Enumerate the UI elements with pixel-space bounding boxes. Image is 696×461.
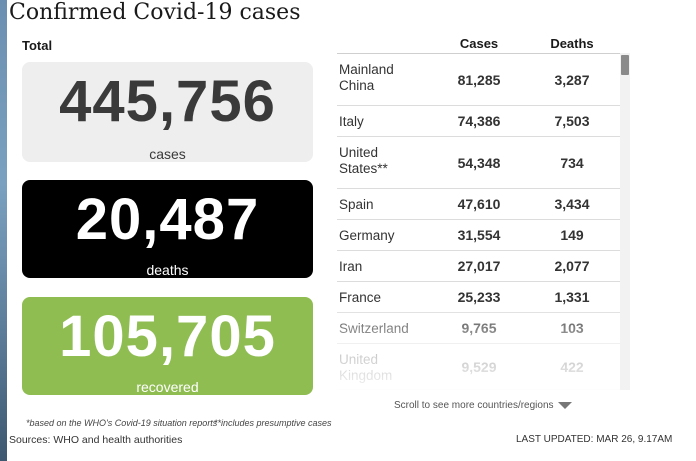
row-cases: 27,017 (457, 258, 501, 274)
row-cases: 81,285 (457, 71, 501, 88)
table-row: France 25,233 1,331 (337, 282, 620, 313)
row-deaths: 3,287 (554, 71, 590, 88)
sources-text: Sources: WHO and health authorities (9, 434, 183, 446)
table-header: Cases Deaths (337, 36, 620, 54)
deaths-total-label: deaths (146, 262, 189, 278)
table-row: Italy 74,386 7,503 (337, 106, 620, 137)
recovered-total-box: 105,705 recovered (22, 297, 313, 395)
background-edge (0, 0, 7, 461)
recovered-total-label: recovered (136, 379, 199, 395)
row-deaths: 2,077 (554, 258, 590, 274)
header-cases: Cases (459, 36, 499, 51)
row-country: Switzerland (339, 321, 409, 336)
cases-total-label: cases (149, 146, 186, 162)
last-updated: LAST UPDATED: MAR 26, 9.17AM (516, 434, 673, 445)
row-country: United States** (339, 145, 388, 176)
cases-total-value: 445,756 (59, 69, 276, 134)
row-deaths: 149 (560, 227, 584, 243)
row-cases: 54,348 (457, 154, 501, 171)
row-country: Italy (339, 114, 364, 129)
deaths-total-value: 20,487 (75, 187, 260, 252)
row-cases: 74,386 (457, 113, 501, 129)
row-deaths: 3,434 (554, 196, 590, 212)
footnote-who: *based on the WHO's Covid-19 situation r… (26, 418, 218, 428)
table-row: United States** 54,348 734 (337, 137, 620, 189)
row-country: Spain (339, 197, 374, 212)
table-row: United Kingdom 9,529 422 (337, 344, 620, 390)
row-deaths: 734 (560, 154, 584, 171)
footnote-presumptive: **includes presumptive cases (214, 418, 332, 428)
total-label: Total (22, 38, 53, 53)
header-deaths: Deaths (550, 36, 594, 51)
table-row: Switzerland 9,765 103 (337, 313, 620, 344)
scroll-hint: Scroll to see more countries/regions (394, 400, 554, 411)
row-cases: 31,554 (457, 227, 501, 243)
table-row: Germany 31,554 149 (337, 220, 620, 251)
row-country: Mainland China (339, 62, 394, 93)
chevron-down-icon[interactable] (558, 402, 572, 409)
table-row: Mainland China 81,285 3,287 (337, 54, 620, 106)
table-row: Spain 47,610 3,434 (337, 189, 620, 220)
table-scrollbar[interactable] (620, 53, 630, 390)
row-country: Iran (339, 259, 363, 274)
table-body: Mainland China 81,285 3,287 Italy 74,386 7,50… (337, 53, 620, 390)
row-deaths: 422 (560, 358, 584, 375)
row-country: United Kingdom (339, 352, 393, 383)
row-cases: 47,610 (457, 196, 501, 212)
country-table[interactable]: Cases Deaths Mainland China 81,285 3,287 It… (337, 30, 632, 390)
row-deaths: 7,503 (554, 113, 590, 129)
deaths-total-box: 20,487 deaths (22, 180, 313, 278)
row-country: Germany (339, 228, 395, 243)
row-cases: 25,233 (457, 289, 501, 305)
cases-total-box: 445,756 cases (22, 62, 313, 162)
row-deaths: 1,331 (554, 289, 590, 305)
scrollbar-thumb[interactable] (621, 55, 629, 75)
row-deaths: 103 (560, 320, 584, 336)
row-cases: 9,765 (461, 320, 497, 336)
table-row: Iran 27,017 2,077 (337, 251, 620, 282)
recovered-total-value: 105,705 (59, 304, 276, 369)
row-cases: 9,529 (461, 358, 497, 375)
row-country: France (339, 290, 382, 305)
page-title: Confirmed Covid-19 cases (9, 0, 301, 25)
